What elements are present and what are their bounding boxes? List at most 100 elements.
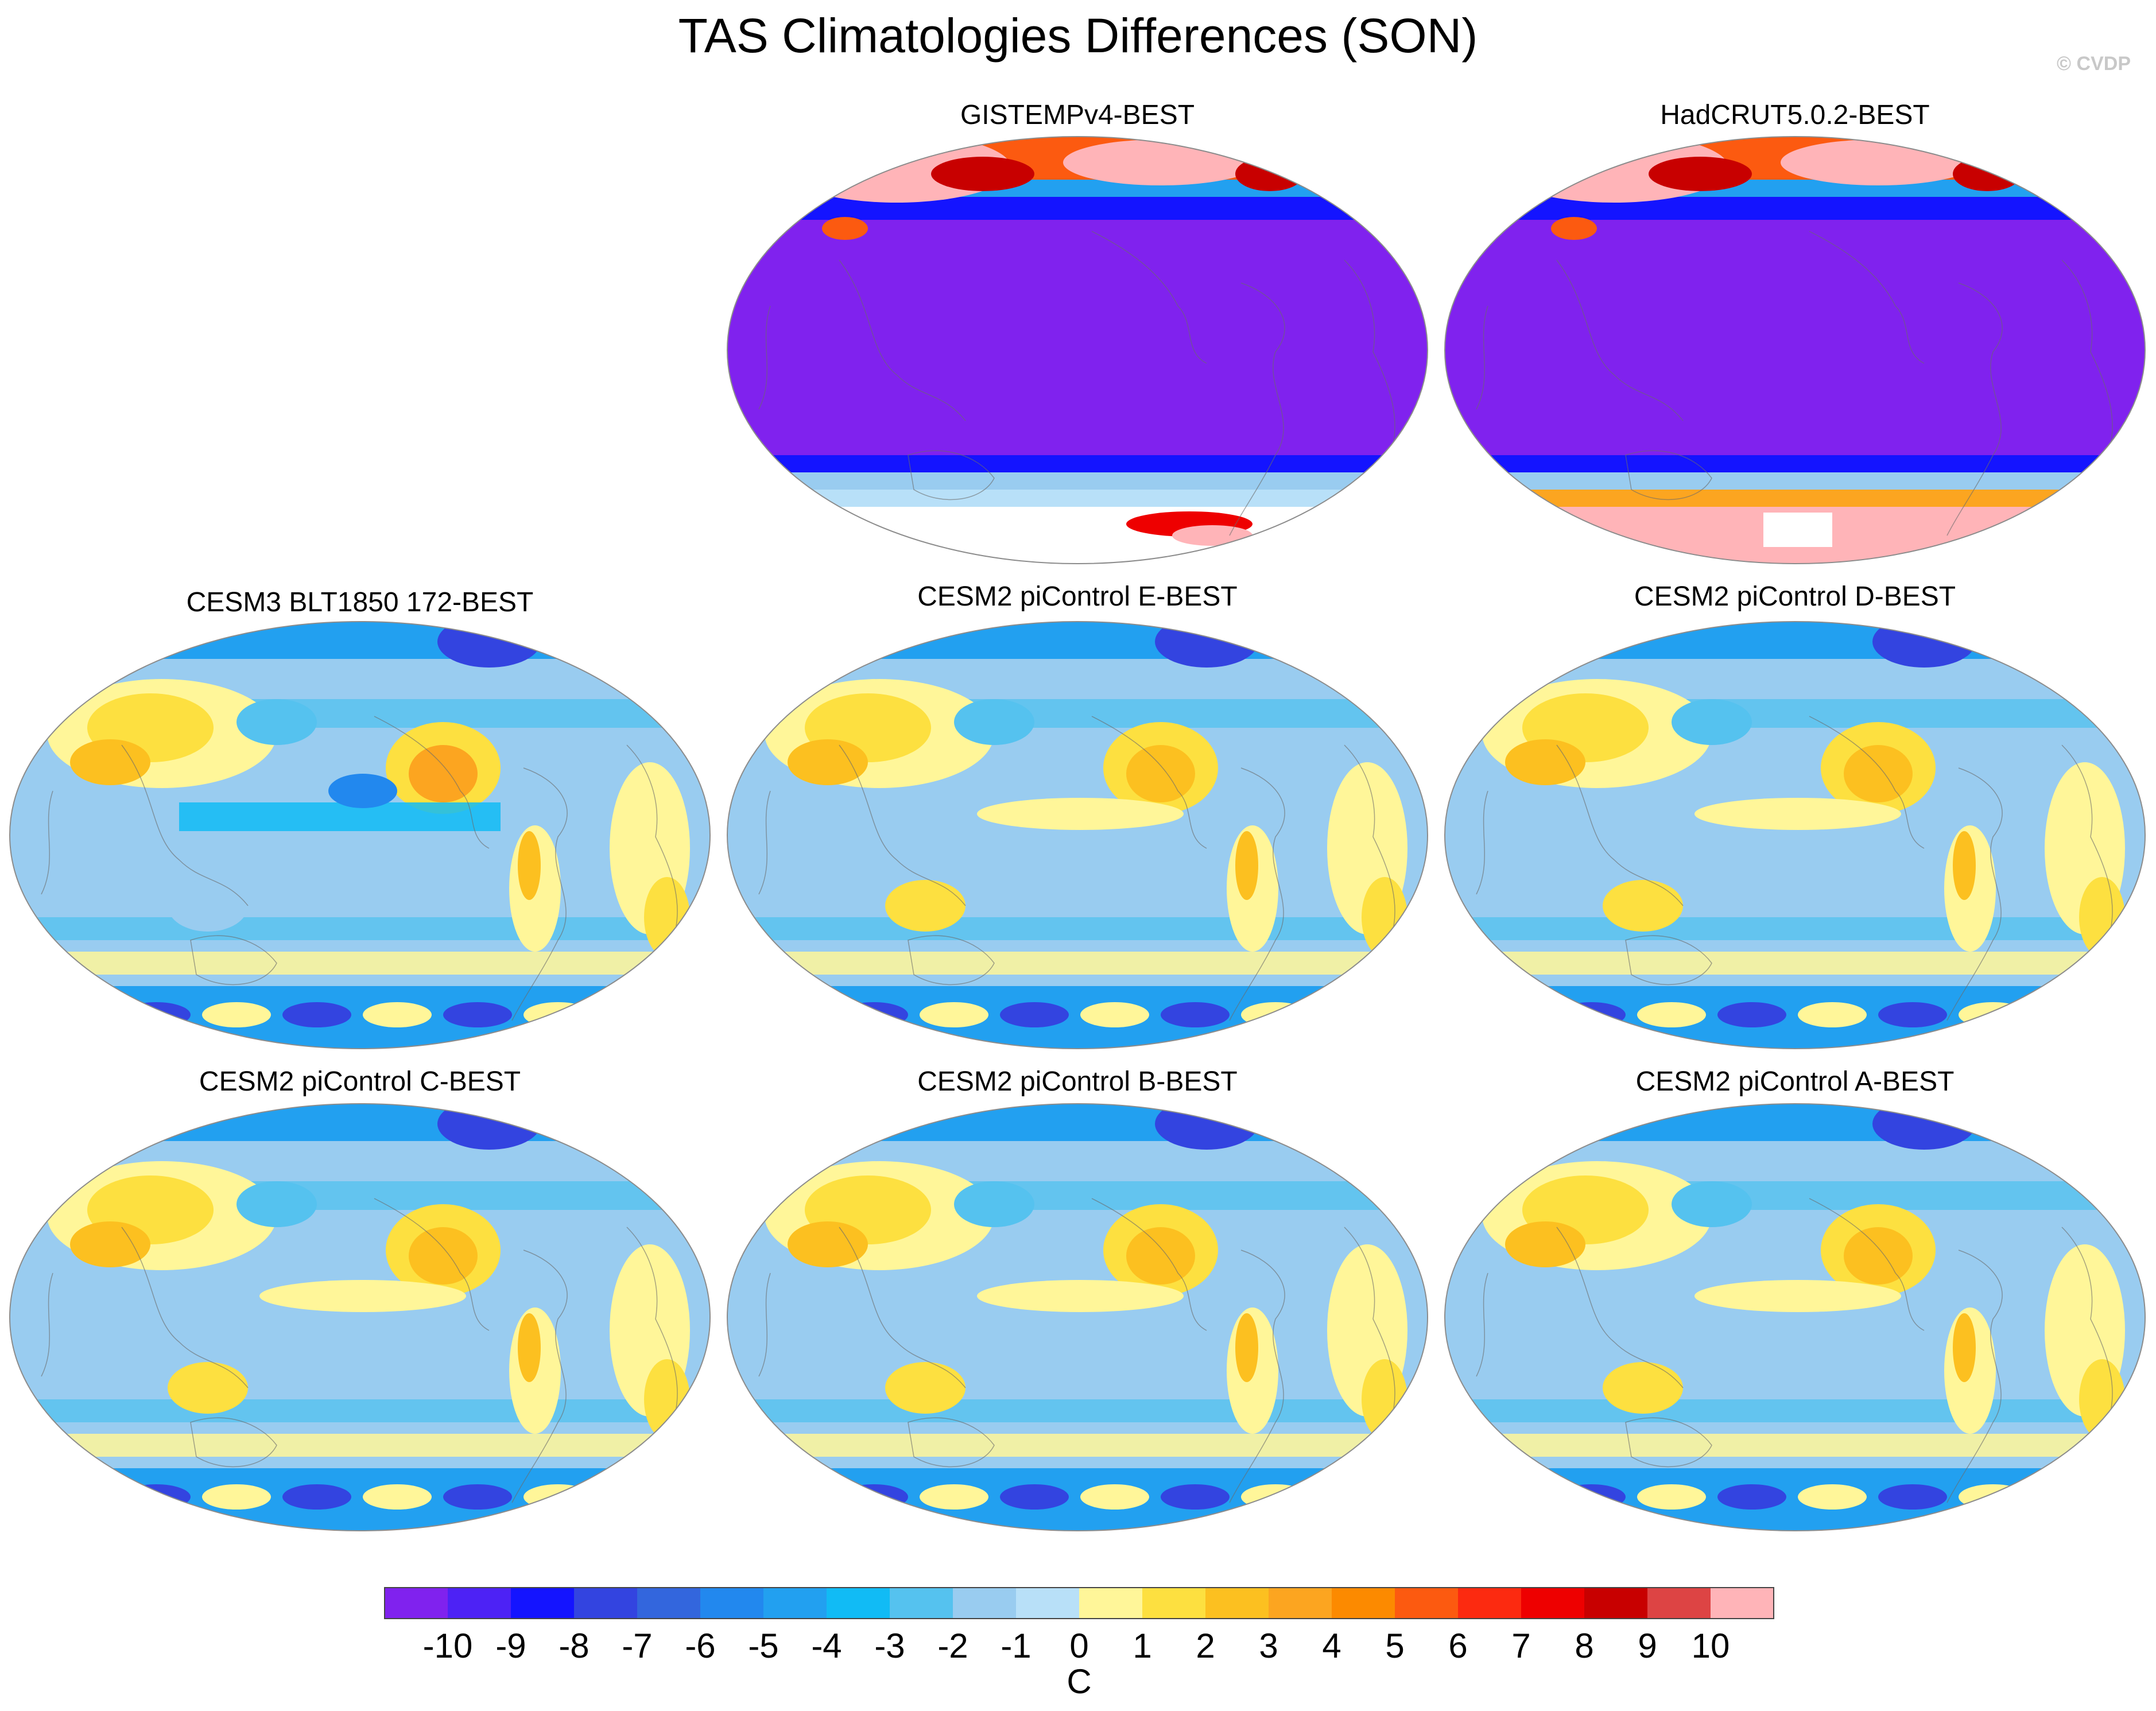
band-south-warm bbox=[1445, 952, 2145, 975]
map-outline bbox=[727, 136, 1428, 564]
arctic-cold bbox=[1445, 1104, 2145, 1141]
coastline-5 bbox=[758, 305, 771, 410]
andes-hot bbox=[1953, 1313, 1976, 1382]
coastline-2 bbox=[2061, 744, 2113, 941]
colorbar-swatch-0 bbox=[385, 1588, 448, 1619]
coastline-4 bbox=[1625, 450, 1712, 501]
eurasia-hot bbox=[1505, 739, 1585, 785]
antarctic-eddy-3 bbox=[1717, 1002, 1786, 1027]
antarctic-peninsula-hot bbox=[1172, 525, 1253, 546]
band-south bbox=[1445, 1399, 2145, 1422]
antarctic-eddy-5 bbox=[443, 1484, 512, 1510]
australia bbox=[168, 1362, 248, 1414]
coastline-3 bbox=[839, 744, 966, 906]
antarctic-eddy-0 bbox=[759, 1002, 828, 1027]
map-outline bbox=[9, 621, 711, 1049]
north-dark-red bbox=[1649, 157, 1752, 191]
colorbar-tick-label: 10 bbox=[1692, 1627, 1730, 1665]
antarctic-eddy-4 bbox=[1798, 1002, 1867, 1027]
antarctic-eddy-2 bbox=[202, 1484, 271, 1510]
alaska-warm bbox=[822, 217, 868, 240]
antarctic-eddy-4 bbox=[1080, 1002, 1149, 1027]
map-outline bbox=[9, 1103, 711, 1531]
colorbar-tick-label: -4 bbox=[811, 1627, 842, 1665]
antarctic-cold bbox=[1445, 1468, 2145, 1531]
antarctic-eddy-3 bbox=[282, 1484, 351, 1510]
colorbar-frame bbox=[384, 1587, 1774, 1619]
panel-title-cesm2-d: CESM2 piControl D-BEST bbox=[1634, 581, 1956, 612]
coastline-3 bbox=[839, 259, 966, 421]
antarctic-eddy-2 bbox=[920, 1484, 988, 1510]
andes-hot bbox=[1953, 831, 1976, 900]
colorbar-tick-label: -3 bbox=[874, 1627, 905, 1665]
antarctic-eddy-7 bbox=[2039, 1484, 2108, 1510]
andes-hot bbox=[518, 831, 541, 900]
band-south-warm bbox=[10, 1434, 710, 1457]
coastline-0 bbox=[1809, 231, 1925, 364]
map-hadcrut bbox=[1444, 136, 2146, 564]
australia bbox=[885, 880, 965, 932]
antarctic-cold bbox=[727, 986, 1428, 1049]
coastline-1 bbox=[1946, 1250, 2003, 1503]
band-south-warm bbox=[727, 1434, 1428, 1457]
arctic-cold bbox=[10, 1104, 710, 1141]
page-title: TAS Climatologies Differences (SON) bbox=[678, 9, 1478, 63]
band-south bbox=[10, 1399, 710, 1422]
coastline-0 bbox=[1809, 716, 1925, 849]
antarctic-eddy-4 bbox=[363, 1484, 432, 1510]
panel-title-cesm2-e: CESM2 piControl E-BEST bbox=[917, 581, 1238, 612]
antarctic-eddy-0 bbox=[759, 1484, 828, 1510]
colorbar-tick-label: 0 bbox=[1069, 1627, 1088, 1665]
arctic-cold bbox=[727, 622, 1428, 659]
coastline-2 bbox=[626, 744, 678, 941]
antarctic-eddy-6 bbox=[524, 1002, 592, 1027]
pacific-cold bbox=[179, 802, 501, 831]
eurasia-hot bbox=[70, 739, 150, 785]
arctic-cold bbox=[727, 1104, 1428, 1141]
map-cesm2-c bbox=[9, 1103, 711, 1531]
colorbar-tick-label: 2 bbox=[1196, 1627, 1215, 1665]
colorbar-swatch-4 bbox=[637, 1588, 701, 1619]
coastline-5 bbox=[758, 790, 771, 895]
colorbar-units-label: C bbox=[1067, 1662, 1091, 1701]
antarctic-eddy-1 bbox=[839, 1002, 908, 1027]
antarctic-eddy-7 bbox=[1321, 1002, 1390, 1027]
colorbar-swatch-7 bbox=[827, 1588, 890, 1619]
north-america-hot bbox=[1126, 1227, 1195, 1285]
colorbar-swatch-5 bbox=[700, 1588, 764, 1619]
band-south bbox=[10, 917, 710, 940]
antarctic-eddy-3 bbox=[282, 1002, 351, 1027]
pacific-cold-core bbox=[328, 774, 397, 808]
colorbar-tick-label: -10 bbox=[423, 1627, 473, 1665]
arctic-cold bbox=[10, 622, 710, 659]
colorbar-tick-label: -7 bbox=[622, 1627, 652, 1665]
antarctic-eddy-6 bbox=[1959, 1002, 2027, 1027]
coastline-0 bbox=[1809, 1198, 1925, 1331]
coastline-4 bbox=[1625, 1417, 1712, 1468]
map-cesm3 bbox=[9, 621, 711, 1049]
coastline-5 bbox=[41, 790, 53, 895]
pacific-warm-band bbox=[977, 798, 1184, 830]
colorbar-tick-label: 4 bbox=[1322, 1627, 1341, 1665]
antarctic-eddy-5 bbox=[1878, 1002, 1947, 1027]
north-dark-red bbox=[931, 157, 1034, 191]
north-dark-red-2 bbox=[1235, 157, 1304, 191]
colorbar-swatch-20 bbox=[1647, 1588, 1711, 1619]
colorbar-tick-label: 3 bbox=[1259, 1627, 1278, 1665]
antarctic-eddy-2 bbox=[1637, 1002, 1706, 1027]
colorbar-tick-label: 5 bbox=[1385, 1627, 1404, 1665]
coastline-1 bbox=[1229, 767, 1285, 1021]
panel-title-cesm2-b: CESM2 piControl B-BEST bbox=[917, 1066, 1238, 1097]
coastline-2 bbox=[1344, 744, 1395, 941]
antarctic-eddy-1 bbox=[839, 1484, 908, 1510]
map-outline bbox=[1444, 136, 2146, 564]
colorbar-tick-label: 6 bbox=[1448, 1627, 1467, 1665]
antarctic-eddy-4 bbox=[363, 1002, 432, 1027]
australia bbox=[168, 880, 248, 932]
coastline-5 bbox=[41, 1272, 53, 1377]
colorbar-tick-label: 8 bbox=[1575, 1627, 1593, 1665]
antarctic-cold bbox=[10, 986, 710, 1049]
colorbar-swatch-3 bbox=[574, 1588, 638, 1619]
coastline-1 bbox=[511, 1250, 568, 1503]
antarctic-cold bbox=[10, 1468, 710, 1531]
